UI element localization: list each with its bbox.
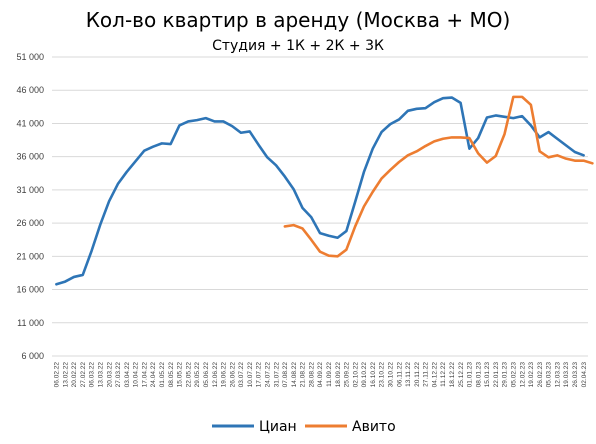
x-axis-ticks: 06.02.22 13.02.22 20.02.22 27.02.22 06.03.22… (54, 362, 588, 388)
x-tick-label: 01.05.22 (159, 362, 166, 388)
legend-label-avito: Авито (352, 419, 396, 435)
x-tick-label: 19.06.22 (221, 362, 228, 388)
x-tick-label: 13.11.22 (405, 362, 412, 387)
chart-subtitle: Студия + 1К + 2К + 3К (212, 38, 384, 54)
x-tick-label: 03.04.22 (124, 362, 131, 388)
gridlines (52, 56, 588, 357)
x-tick-label: 20.03.22 (106, 362, 113, 388)
x-tick-label: 09.10.22 (361, 362, 368, 388)
x-tick-label: 02.04.23 (581, 362, 588, 388)
x-tick-label: 30.10.22 (387, 362, 394, 388)
y-tick-label: 46 000 (16, 85, 44, 95)
x-tick-label: 04.12.22 (431, 362, 438, 388)
x-tick-label: 06.02.22 (54, 362, 61, 388)
x-tick-label: 02.10.22 (352, 362, 359, 388)
legend: Циан Авито (212, 419, 396, 435)
x-tick-label: 01.01.23 (467, 362, 474, 388)
x-tick-label: 20.02.22 (71, 362, 78, 388)
x-tick-label: 19.03.23 (563, 362, 570, 388)
x-tick-label: 29.05.22 (194, 362, 201, 388)
x-tick-label: 06.03.22 (89, 362, 96, 388)
legend-label-cian: Циан (259, 419, 297, 435)
x-tick-label: 11.12.22 (440, 362, 447, 387)
x-tick-label: 03.07.22 (238, 362, 245, 388)
y-tick-label: 16 000 (16, 285, 44, 295)
series-line-avito (283, 95, 594, 258)
x-tick-label: 31.07.22 (273, 362, 280, 388)
x-tick-label: 17.07.22 (256, 362, 263, 388)
x-tick-label: 11.09.22 (326, 362, 333, 387)
x-tick-label: 08.01.23 (475, 362, 482, 388)
x-tick-label: 17.04.22 (141, 362, 148, 388)
x-tick-label: 25.12.22 (458, 362, 465, 388)
x-tick-label: 27.02.22 (80, 362, 87, 388)
x-tick-label: 13.02.22 (62, 362, 69, 388)
x-tick-label: 15.01.23 (484, 362, 491, 388)
y-tick-label: 51 000 (16, 52, 44, 62)
x-tick-label: 10.04.22 (133, 362, 140, 388)
x-tick-label: 19.02.23 (528, 362, 535, 388)
chart-title: Кол-во квартир в аренду (Москва + МО) (86, 8, 511, 32)
x-tick-label: 27.11.22 (423, 362, 430, 387)
x-tick-label: 26.06.22 (229, 362, 236, 388)
x-tick-label: 26.03.23 (572, 362, 579, 388)
x-tick-label: 23.10.22 (379, 362, 386, 388)
x-tick-label: 24.04.22 (150, 362, 157, 388)
x-tick-label: 14.08.22 (291, 362, 298, 388)
x-tick-label: 22.05.22 (185, 362, 192, 388)
x-tick-label: 22.01.23 (493, 362, 500, 388)
x-tick-label: 12.06.22 (212, 362, 219, 388)
x-tick-label: 18.09.22 (335, 362, 342, 388)
x-tick-label: 10.07.22 (247, 362, 254, 388)
x-tick-label: 29.01.23 (502, 362, 509, 388)
x-tick-label: 08.05.22 (168, 362, 175, 388)
series-line-cian (55, 96, 585, 286)
y-tick-label: 41 000 (16, 118, 44, 128)
x-tick-label: 12.03.23 (554, 362, 561, 388)
y-axis-ticks: 6 000 11 000 16 000 21 000 26 000 31 000 36 00… (16, 52, 44, 361)
y-tick-label: 21 000 (16, 251, 44, 261)
x-tick-label: 18.12.22 (449, 362, 456, 388)
x-tick-label: 28.08.22 (308, 362, 315, 388)
y-tick-label: 31 000 (16, 185, 44, 195)
x-tick-label: 25.09.22 (344, 362, 351, 388)
x-tick-label: 16.10.22 (370, 362, 377, 388)
x-tick-label: 27.03.22 (115, 362, 122, 388)
y-tick-label: 11 000 (17, 318, 44, 328)
x-tick-label: 07.08.22 (282, 362, 289, 388)
series-lines (55, 95, 594, 286)
x-tick-label: 15.05.22 (177, 362, 184, 388)
x-tick-label: 21.08.22 (300, 362, 307, 388)
y-tick-label: 26 000 (16, 218, 44, 228)
x-tick-label: 04.09.22 (317, 362, 324, 388)
x-tick-label: 05.02.23 (511, 362, 518, 388)
x-tick-label: 05.03.23 (546, 362, 553, 388)
y-tick-label: 36 000 (16, 152, 44, 162)
x-tick-label: 12.02.23 (519, 362, 526, 388)
x-tick-label: 26.02.23 (537, 362, 544, 388)
x-tick-label: 05.06.22 (203, 362, 210, 388)
x-tick-label: 06.11.22 (396, 362, 403, 387)
y-tick-label: 6 000 (21, 351, 44, 361)
x-tick-label: 20.11.22 (414, 362, 421, 387)
x-tick-label: 24.07.22 (264, 362, 271, 388)
x-tick-label: 13.03.22 (98, 362, 105, 388)
